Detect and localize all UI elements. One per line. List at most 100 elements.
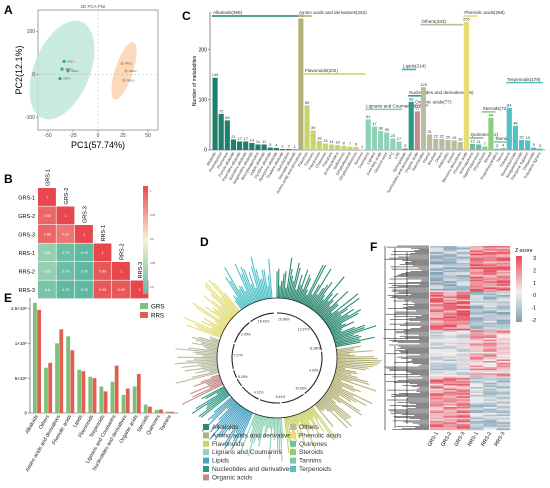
- c-y-tick-label: 0: [204, 148, 207, 154]
- d-spike: [334, 375, 352, 382]
- f-heat-cell: [496, 265, 511, 268]
- c-bar: [341, 145, 347, 150]
- f-heat-cell: [430, 293, 444, 296]
- f-heat-cell: [483, 307, 497, 310]
- f-heat-cell: [483, 367, 497, 369]
- e-legend-label: GRS: [151, 303, 164, 310]
- d-spike: [209, 402, 238, 433]
- d-spike: [307, 409, 314, 419]
- c-bar: [518, 139, 525, 150]
- f-heat-cell: [456, 290, 471, 293]
- d-legend-label: Quinones: [299, 441, 328, 448]
- f-heat-cell: [456, 259, 471, 262]
- f-heat-cell: [496, 410, 511, 412]
- c-y-tick-label: 100: [199, 98, 208, 104]
- f-heat-cell: [470, 399, 484, 402]
- c-bar-value: 22: [440, 133, 445, 138]
- f-heat-cell: [496, 331, 511, 334]
- corr-colorbar-label: 0.8: [150, 285, 154, 289]
- f-heat-cell: [456, 351, 471, 354]
- f-heat-cell: [456, 298, 471, 300]
- d-spike: [332, 379, 361, 393]
- c-category-label: Steroid: [483, 152, 492, 164]
- f-heat-cell: [443, 296, 457, 299]
- d-ring-percentage: 11.98%: [309, 347, 320, 351]
- e-bar: [136, 373, 141, 413]
- f-heat-cell: [470, 333, 484, 336]
- e-legend-swatch: [140, 312, 148, 318]
- f-heat-cell: [456, 342, 471, 345]
- f-heat-cell: [430, 338, 444, 340]
- d-spike: [203, 318, 225, 330]
- d-spike: [306, 409, 317, 427]
- f-heat-cell: [496, 284, 511, 287]
- f-heat-cell: [456, 253, 471, 256]
- c-bar: [237, 141, 243, 150]
- f-heat-cell: [430, 347, 444, 349]
- c-bar-value: 3: [539, 143, 542, 148]
- d-legend-swatch: [203, 449, 209, 456]
- d-spike: [204, 282, 237, 315]
- f-heat-cell: [430, 322, 444, 325]
- f-heat-cell: [443, 287, 457, 290]
- f-heat-cell: [443, 393, 457, 395]
- f-heat-cell: [470, 304, 484, 306]
- f-heat-cell: [443, 347, 457, 349]
- d-spike: [191, 370, 219, 378]
- f-heat-cell: [456, 345, 471, 348]
- c-group-label: Alkaloids(369): [213, 10, 243, 15]
- d-spike: [263, 416, 267, 427]
- f-heat-cell: [470, 324, 484, 326]
- f-heat-cell: [443, 425, 457, 428]
- e-y-tick-label: 5×10⁵: [15, 376, 27, 381]
- f-heat-cell: [443, 396, 457, 398]
- corr-cell-value: 1: [120, 270, 122, 274]
- f-heat-cell: [470, 367, 484, 369]
- c-group-label: Lipids(214): [403, 64, 426, 69]
- f-heat-cell: [430, 345, 444, 348]
- f-heat-cell: [470, 293, 484, 296]
- d-spike: [273, 417, 276, 440]
- c-group-label: Phenolic acids(255): [464, 10, 505, 15]
- f-heat-cell: [470, 311, 484, 314]
- d-legend-label: Organic acids: [212, 474, 253, 481]
- d-spike: [187, 347, 218, 352]
- f-heat-cell: [470, 288, 484, 291]
- f-heat-cell: [483, 414, 497, 417]
- f-heat-cell: [443, 426, 457, 429]
- f-heat-cell: [456, 362, 471, 365]
- f-heat-cell: [470, 380, 484, 383]
- d-spike: [243, 268, 257, 302]
- f-heat-cell: [443, 333, 457, 336]
- f-heat-cell: [470, 400, 484, 403]
- f-heat-cell: [483, 250, 497, 253]
- f-heat-cell: [443, 305, 457, 308]
- c-bar: [230, 139, 237, 150]
- f-heat-cell: [430, 339, 444, 342]
- f-heat-cell: [483, 313, 497, 316]
- d-spike: [195, 353, 218, 356]
- c-bar: [488, 117, 494, 150]
- c-bar: [359, 149, 365, 150]
- f-heat-cell: [430, 408, 444, 411]
- f-heat-cell: [470, 284, 484, 287]
- f-heat-cell: [483, 382, 497, 385]
- corr-cell: [56, 206, 75, 225]
- corr-row-label: RRS-3: [18, 288, 35, 294]
- f-heat-cell: [443, 270, 457, 273]
- f-heat-cell: [430, 374, 444, 377]
- f-heat-cell: [443, 351, 457, 354]
- f-heat-cell: [483, 330, 497, 333]
- f-heat-cell: [470, 419, 484, 421]
- d-spike: [186, 324, 221, 338]
- corr-cell: [93, 243, 112, 262]
- f-heat-cell: [456, 258, 471, 260]
- f-heat-cell: [443, 258, 457, 260]
- f-heat-cell: [483, 423, 497, 426]
- f-heat-cell: [443, 331, 457, 334]
- c-bar: [316, 140, 322, 150]
- f-heat-cell: [483, 393, 497, 395]
- d-legend-swatch: [290, 466, 296, 472]
- f-heat-cell: [496, 359, 511, 362]
